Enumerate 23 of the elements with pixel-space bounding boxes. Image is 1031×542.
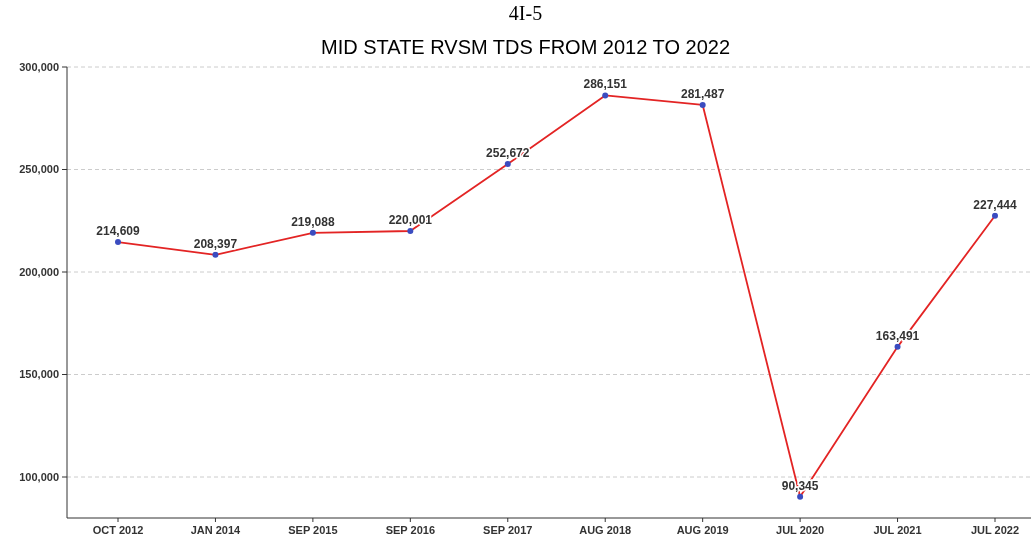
- data-label: 214,609: [96, 224, 141, 239]
- y-tick-label: 200,000: [19, 265, 59, 278]
- data-label: 281,487: [680, 86, 725, 101]
- x-tick-label: JUL 2020: [776, 524, 825, 536]
- y-tick-label: 300,000: [19, 60, 59, 73]
- data-label: 286,151: [583, 77, 628, 92]
- data-label: 208,397: [193, 236, 238, 251]
- text: 4I-5: [508, 2, 543, 24]
- x-tick-label: JAN 2014: [190, 524, 242, 536]
- data-label: 219,088: [291, 214, 335, 229]
- x-tick-label: AUG 2018: [579, 524, 632, 536]
- x-tick-label: JUL 2022: [970, 524, 1020, 536]
- x-tick-label: SEP 2016: [385, 524, 436, 536]
- y-tick-label: 100,000: [19, 470, 59, 483]
- y-tick-label: 250,000: [19, 163, 59, 176]
- x-tick-label: SEP 2017: [483, 524, 533, 536]
- x-tick-label: AUG 2019: [676, 524, 729, 536]
- y-tick-label: 150,000: [19, 368, 59, 381]
- x-tick-label: OCT 2012: [92, 524, 144, 536]
- x-tick-label: JUL 2021: [873, 524, 922, 536]
- x-tick-label: SEP 2015: [288, 524, 338, 536]
- chart-title: MID STATE RVSM TDS FROM 2012 TO 2022: [320, 36, 731, 58]
- data-label: 227,444: [973, 197, 1018, 212]
